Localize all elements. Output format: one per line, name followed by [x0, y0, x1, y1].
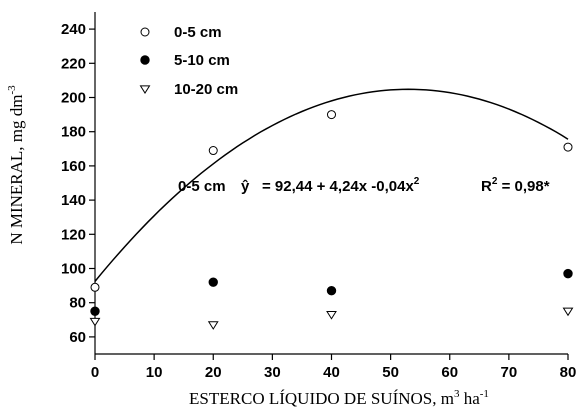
point-series1-3 — [563, 268, 573, 279]
x-tick-label-60: 60 — [441, 364, 458, 381]
y-tick-label-220: 220 — [61, 55, 86, 72]
x-tick-label-20: 20 — [205, 364, 222, 381]
x-tick-label-80: 80 — [560, 364, 577, 381]
point-series0-0 — [90, 282, 100, 292]
x-tick-label-10: 10 — [146, 364, 163, 381]
regression-yhat: ŷ — [241, 178, 250, 195]
regression-equation: = 92,44 + 4,24x -0,04x2 — [262, 176, 420, 195]
y-tick-label-240: 240 — [61, 21, 86, 38]
point-series2-1 — [207, 321, 219, 330]
y-tick-label-180: 180 — [61, 124, 86, 141]
y-tick-label-60: 60 — [69, 329, 86, 346]
point-series1-0 — [90, 306, 100, 316]
y-axis-ticks: 60 80 100 120 140 160 180 200 220 240 — [61, 21, 95, 346]
point-series2-3 — [562, 307, 574, 317]
x-tick-label-40: 40 — [323, 364, 340, 381]
x-axis-ticks: 0 10 20 30 40 50 60 70 80 — [91, 354, 577, 381]
point-series0-3 — [563, 142, 573, 152]
x-tick-label-30: 30 — [264, 364, 281, 381]
x-tick-label-70: 70 — [501, 364, 518, 381]
point-series2-2 — [326, 311, 337, 320]
r-squared: R2 = 0,98* — [481, 176, 550, 195]
point-series0-1 — [208, 146, 218, 156]
data-points — [89, 110, 574, 330]
legend-label-0: 0-5 cm — [174, 24, 222, 41]
y-tick-label-120: 120 — [61, 226, 86, 243]
point-series1-1 — [208, 277, 218, 287]
x-axis-title: ESTERCO LÍQUIDO DE SUÍNOS, m3 ha-1 — [189, 388, 489, 408]
y-tick-label-160: 160 — [61, 158, 86, 175]
y-tick-label-80: 80 — [69, 295, 86, 312]
y-tick-label-140: 140 — [61, 192, 86, 209]
y-axis-title: N MINERAL, mg dm-3 — [6, 85, 26, 245]
x-tick-label-50: 50 — [382, 364, 399, 381]
point-series0-2 — [327, 110, 336, 120]
legend: 0-5 cm 5-10 cm 10-20 cm — [139, 24, 238, 98]
legend-marker-2 — [139, 85, 151, 94]
fit-curve — [94, 88, 569, 282]
legend-label-1: 5-10 cm — [174, 52, 230, 69]
point-series1-2 — [326, 286, 337, 296]
y-tick-label-200: 200 — [61, 90, 86, 107]
legend-marker-0 — [140, 27, 150, 37]
y-tick-label-100: 100 — [61, 261, 86, 278]
regression-label: 0-5 cm — [178, 178, 226, 195]
fit-curve-group — [94, 88, 569, 282]
legend-marker-1 — [140, 55, 150, 65]
legend-label-2: 10-20 cm — [174, 81, 238, 98]
point-series2-0 — [89, 317, 101, 327]
x-tick-label-0: 0 — [91, 364, 99, 381]
